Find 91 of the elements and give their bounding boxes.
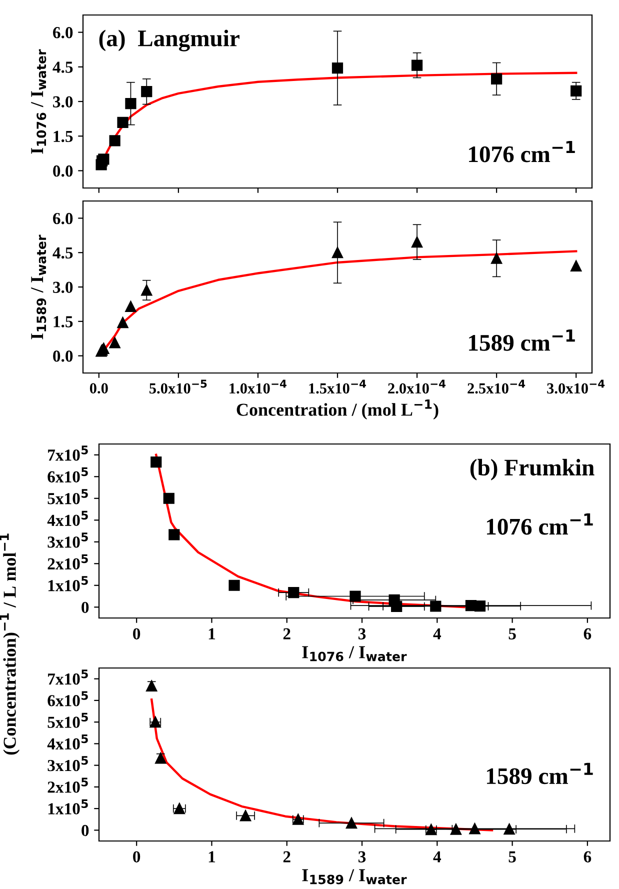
- point: [141, 86, 152, 98]
- point: [332, 62, 344, 74]
- y-tick-label: 6.0: [53, 27, 73, 38]
- text: (b) Frumkin: [470, 458, 594, 480]
- y-tick-label: 2x10$^{5}$: [48, 778, 88, 793]
- x-tick-label: 5: [508, 851, 516, 862]
- point: [146, 680, 158, 692]
- point: [491, 73, 502, 84]
- x-tick-label: 1: [208, 628, 216, 640]
- y-tick-label: 3.0: [53, 96, 73, 108]
- y-axis-title: (Concentration)$^{−1}$ / L mol$^{−1}$: [0, 534, 20, 755]
- point: [346, 817, 358, 829]
- x-tick-label: 4: [433, 628, 442, 640]
- annotation: 1076 cm$^{−1}$: [469, 140, 575, 162]
- point: [288, 586, 300, 598]
- point: [168, 529, 180, 540]
- point: [411, 60, 423, 71]
- point: [411, 236, 423, 248]
- point: [240, 810, 252, 822]
- point: [469, 823, 480, 834]
- point: [125, 300, 136, 312]
- x-axis-title: Concentration / (mol L$^{−1}$): [236, 400, 438, 420]
- x-tick-label: 6: [584, 628, 592, 640]
- y-tick-label: 5x10$^{5}$: [48, 489, 88, 504]
- x-tick-label: 5: [508, 628, 516, 640]
- y-tick-label: 6.0: [53, 212, 73, 224]
- x-tick-label: 1.5x10$^{−4}$: [309, 380, 366, 394]
- y-tick-label: 0: [82, 824, 89, 836]
- point: [570, 260, 582, 272]
- y-tick-label: 4.5: [52, 62, 73, 73]
- y-tick-label: 4x10$^{5}$: [47, 734, 88, 750]
- point: [141, 284, 152, 296]
- x-axis-title: I$_{1589}$ / I$_{water}$: [302, 869, 407, 884]
- y-tick-label: 1x10$^{5}$: [48, 799, 88, 814]
- y-tick-label: 0.0: [53, 350, 73, 362]
- y-axis-title: I$_{1076}$ / I$_{water}$: [31, 49, 46, 154]
- point: [117, 316, 128, 328]
- y-tick-label: 1.5: [54, 130, 73, 142]
- x-tick-label: 2.5x10$^{−4}$: [468, 380, 526, 394]
- point: [109, 135, 120, 146]
- point: [155, 752, 166, 764]
- x-tick-label: 2: [283, 628, 290, 640]
- point: [163, 492, 174, 504]
- annotation: 1589 cm$^{−1}$: [487, 762, 593, 784]
- x-tick-label: 0.0: [90, 383, 108, 394]
- y-tick-label: 1x10$^{5}$: [48, 576, 88, 592]
- y-tick-label: 7x10$^{5}$: [48, 446, 88, 461]
- point: [391, 600, 402, 612]
- point: [570, 85, 582, 96]
- point: [117, 116, 128, 128]
- point: [430, 600, 442, 612]
- x-tick-label: 4: [433, 851, 442, 862]
- y-tick-label: 0: [82, 602, 89, 614]
- point: [109, 337, 120, 348]
- point: [474, 600, 486, 612]
- point: [125, 98, 136, 110]
- y-tick-label: 7x10$^{5}$: [48, 670, 88, 685]
- annotation: 1589 cm$^{−1}$: [469, 330, 575, 351]
- y-tick-label: 5x10$^{5}$: [48, 712, 88, 728]
- x-tick-label: 1: [208, 851, 216, 862]
- point: [228, 580, 240, 591]
- x-tick-label: 5.0x10$^{−5}$: [149, 380, 207, 394]
- y-tick-label: 6x10$^{5}$: [48, 467, 88, 482]
- point: [332, 247, 344, 258]
- point: [491, 252, 502, 264]
- point: [150, 456, 162, 468]
- y-tick-label: 4x10$^{5}$: [47, 510, 88, 526]
- y-axis-title: I$_{1589}$ / I$_{water}$: [31, 234, 46, 340]
- annotation: 1076 cm$^{−1}$: [487, 513, 593, 535]
- y-tick-label: 3.0: [53, 282, 73, 294]
- point: [450, 824, 462, 835]
- x-tick-label: 0: [133, 628, 140, 640]
- y-tick-label: 4.5: [52, 247, 73, 259]
- y-tick-label: 3x10$^{5}$: [48, 756, 88, 772]
- x-tick-label: 3.0x10$^{−4}$: [547, 380, 605, 394]
- y-tick-label: 6x10$^{5}$: [48, 691, 88, 706]
- x-tick-label: 3: [358, 851, 366, 862]
- y-tick-label: 3x10$^{5}$: [48, 532, 88, 548]
- point: [350, 590, 361, 602]
- x-tick-label: 3: [358, 628, 366, 640]
- x-tick-label: 2.0x10$^{−4}$: [388, 380, 446, 394]
- text: (a) Langmuir: [99, 30, 240, 52]
- y-tick-label: 1.5: [54, 316, 73, 328]
- y-tick-label: 2x10$^{5}$: [48, 554, 88, 570]
- x-tick-label: 2: [283, 851, 290, 862]
- x-tick-label: 0: [133, 851, 140, 862]
- x-tick-label: 1.0x10$^{−4}$: [230, 380, 286, 394]
- point: [504, 824, 515, 835]
- x-axis-title: I$_{1076}$ / I$_{water}$: [302, 646, 407, 662]
- y-tick-label: 0.0: [53, 165, 73, 177]
- x-tick-label: 6: [584, 851, 592, 862]
